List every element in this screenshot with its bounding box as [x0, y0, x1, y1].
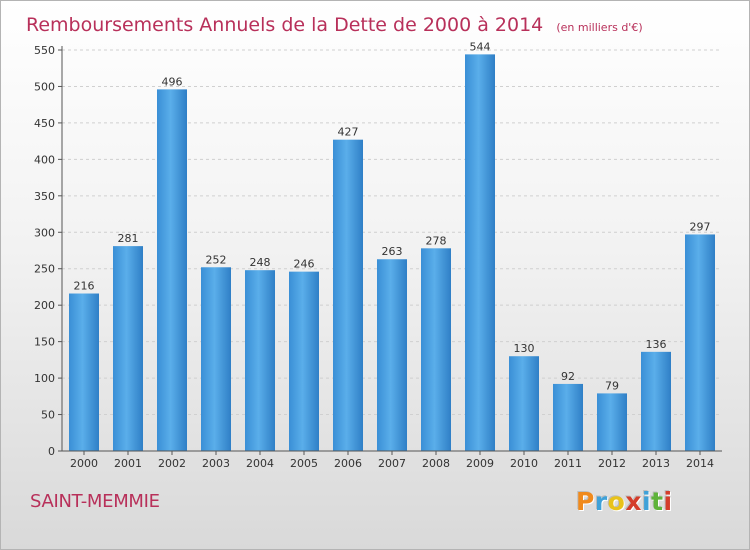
data-label-2010: 130 [514, 342, 535, 355]
x-tick-label-2012: 2012 [598, 457, 626, 470]
bar-2002 [157, 89, 187, 451]
x-tick-label-2013: 2013 [642, 457, 670, 470]
data-label-2001: 281 [118, 232, 139, 245]
x-tick-label-2010: 2010 [510, 457, 538, 470]
bar-2005 [289, 271, 319, 451]
y-tick-label: 550 [34, 44, 55, 57]
x-tick-label-2004: 2004 [246, 457, 274, 470]
data-label-2012: 79 [605, 379, 619, 392]
logo-letter: t [651, 487, 664, 516]
y-tick-label: 200 [34, 299, 55, 312]
bar-2007 [377, 259, 407, 451]
chart-title: Remboursements Annuels de la Dette de 20… [26, 14, 643, 36]
y-tick-label: 300 [34, 226, 55, 239]
x-tick-label-2008: 2008 [422, 457, 450, 470]
bar-2003 [201, 267, 231, 451]
city-name: SAINT-MEMMIE [30, 491, 160, 512]
data-label-2007: 263 [382, 245, 403, 258]
y-tick-label: 0 [48, 445, 55, 458]
data-label-2003: 252 [206, 253, 227, 266]
y-tick-label: 150 [34, 336, 55, 349]
bar-2013 [641, 351, 671, 451]
data-label-2000: 216 [74, 280, 95, 293]
y-tick-label: 250 [34, 263, 55, 276]
bar-2009 [465, 54, 495, 452]
bar-2004 [245, 270, 275, 451]
x-tick-label-2001: 2001 [114, 457, 142, 470]
bar-2008 [421, 248, 451, 451]
y-tick-label: 500 [34, 80, 55, 93]
bar-2001 [113, 246, 143, 451]
logo-letter: x [625, 487, 642, 516]
bar-2014 [685, 234, 715, 451]
x-tick-label-2006: 2006 [334, 457, 362, 470]
bar-2000 [69, 293, 99, 451]
y-tick-label: 50 [41, 409, 55, 422]
logo-letter: o [607, 487, 626, 516]
bar-2006 [333, 139, 363, 452]
x-tick-label-2003: 2003 [202, 457, 230, 470]
x-tick-label-2011: 2011 [554, 457, 582, 470]
logo-letter: r [594, 487, 608, 516]
proxiti-logo: Proxiti [576, 487, 673, 516]
x-tick-label-2014: 2014 [686, 457, 714, 470]
bar-2011 [553, 383, 583, 451]
x-tick-label-2007: 2007 [378, 457, 406, 470]
data-label-2008: 278 [426, 234, 447, 247]
x-tick-label-2000: 2000 [70, 457, 98, 470]
data-label-2013: 136 [646, 338, 667, 351]
data-label-2005: 246 [294, 258, 315, 271]
bar-2012 [597, 393, 627, 451]
y-tick-label: 350 [34, 190, 55, 203]
x-tick-label-2005: 2005 [290, 457, 318, 470]
data-label-2002: 496 [162, 75, 183, 88]
data-label-2004: 248 [250, 256, 271, 269]
x-tick-label-2009: 2009 [466, 457, 494, 470]
logo-letter: P [576, 487, 595, 516]
bar-2010 [509, 356, 539, 451]
data-label-2011: 92 [561, 370, 575, 383]
logo-letter: i [663, 487, 673, 516]
data-label-2009: 544 [470, 40, 491, 53]
y-tick-label: 100 [34, 372, 55, 385]
x-tick-label-2002: 2002 [158, 457, 186, 470]
data-label-2006: 427 [338, 126, 359, 139]
y-tick-label: 450 [34, 117, 55, 130]
y-tick-label: 400 [34, 153, 55, 166]
logo-letter: i [642, 487, 652, 516]
data-label-2014: 297 [690, 220, 711, 233]
